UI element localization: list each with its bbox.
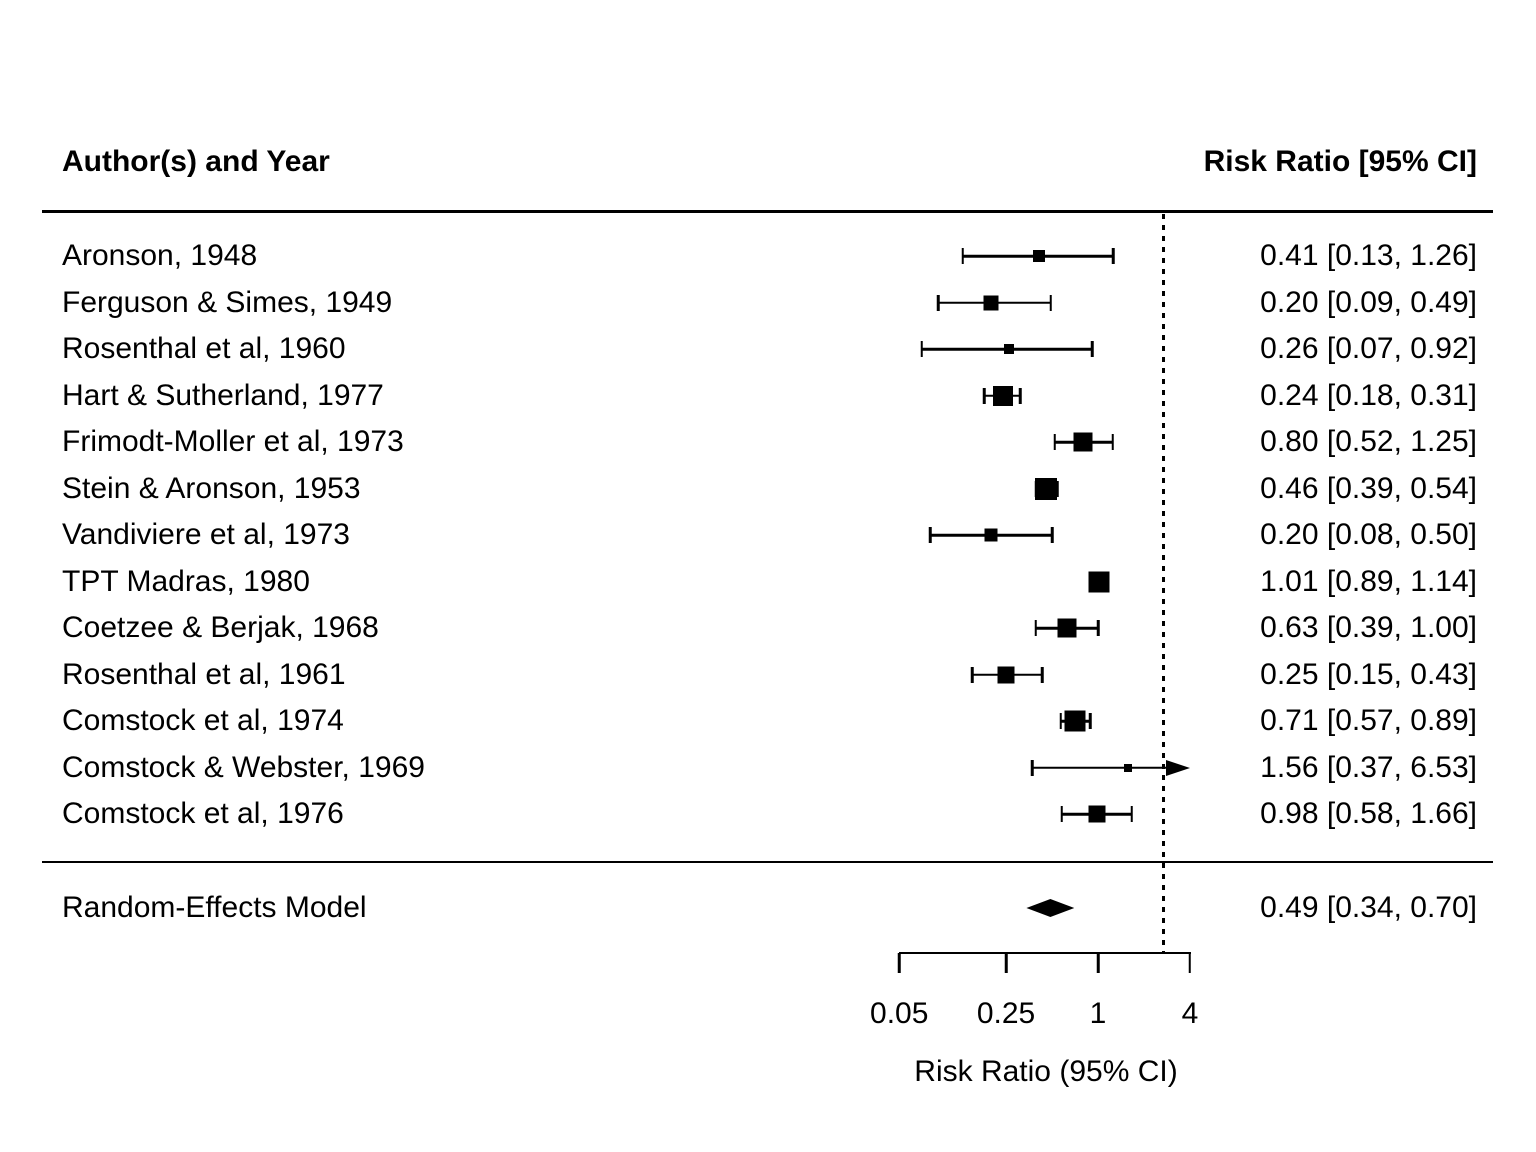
summary-row-label: Random-Effects Model [62, 891, 367, 924]
x-axis-title: Risk Ratio (95% CI) [914, 1055, 1178, 1088]
axis-tick-label: 4 [1181, 997, 1199, 1030]
study-row-label: Frimodt-Moller et al, 1973 [62, 425, 404, 458]
ci-cap-right [1096, 620, 1100, 636]
ci-cap-left [961, 248, 964, 264]
ci-cap-left [936, 294, 940, 311]
header-divider [42, 210, 1493, 213]
study-row-label: Hart & Sutherland, 1977 [62, 378, 384, 412]
study-row-value: 0.71 [0.57, 0.89] [1260, 704, 1477, 737]
study-row-value: 0.26 [0.07, 0.92] [1260, 332, 1477, 365]
effect-square [1073, 432, 1093, 452]
study-row-label: Rosenthal et al, 1961 [62, 657, 346, 691]
x-axis-line [899, 951, 1191, 954]
study-row-label: TPT Madras, 1980 [62, 564, 310, 598]
study-row-value: 0.80 [0.52, 1.25] [1260, 425, 1477, 458]
study-row-label: Vandiviere et al, 1973 [62, 518, 350, 551]
ci-cap-left [970, 666, 974, 683]
study-row-value: 1.01 [0.89, 1.14] [1260, 564, 1477, 598]
study-row-value: 0.46 [0.39, 0.54] [1260, 471, 1477, 505]
study-row-value: 0.24 [0.18, 0.31] [1260, 378, 1477, 412]
column-header-risk-ratio: Risk Ratio [95% CI] [1203, 145, 1477, 178]
axis-tick-label: 0.05 [870, 997, 929, 1030]
effect-square [1123, 763, 1132, 772]
ci-cap-left [920, 341, 923, 357]
reference-line [1161, 214, 1165, 953]
study-row-label: Coetzee & Berjak, 1968 [62, 611, 379, 644]
study-row-label: Comstock et al, 1974 [62, 704, 344, 737]
ci-cap-left [1034, 620, 1037, 636]
study-row-value: 1.56 [0.37, 6.53] [1260, 750, 1477, 784]
ci-cap-right [1019, 387, 1022, 404]
ci-line [1032, 766, 1176, 769]
ci-cap-right [1112, 248, 1115, 264]
ci-cap-left [1059, 713, 1062, 729]
effect-square [1064, 710, 1086, 732]
axis-tick-label: 1 [1089, 997, 1107, 1030]
axis-tick-label: 0.25 [976, 997, 1036, 1030]
summary-divider [42, 860, 1493, 863]
study-row-value: 0.20 [0.09, 0.49] [1260, 285, 1477, 319]
study-row-label: Ferguson & Simes, 1949 [62, 285, 393, 319]
ci-cap-right [1040, 666, 1044, 683]
study-row-label: Comstock & Webster, 1969 [62, 750, 425, 784]
study-row-label: Stein & Aronson, 1953 [62, 471, 361, 505]
ci-cap-left [1060, 806, 1064, 822]
study-row-value: 0.25 [0.15, 0.43] [1260, 657, 1477, 691]
column-header-authors: Author(s) and Year [62, 145, 330, 178]
ci-cap-right [1130, 806, 1133, 822]
axis-tick [1004, 953, 1008, 973]
ci-cap-right [1089, 713, 1092, 729]
effect-square [1032, 250, 1045, 262]
ci-cap-left [982, 387, 986, 404]
study-row-value: 0.20 [0.08, 0.50] [1260, 518, 1477, 551]
study-row-value: 0.63 [0.39, 1.00] [1260, 611, 1477, 644]
summary-row-value: 0.49 [0.34, 0.70] [1260, 891, 1477, 924]
study-row-label: Aronson, 1948 [62, 239, 258, 272]
axis-tick [1188, 953, 1192, 973]
summary-diamond [1026, 899, 1075, 917]
ci-cap-left [1030, 759, 1034, 776]
study-row-label: Rosenthal et al, 1960 [62, 332, 346, 365]
ci-cap-left [929, 527, 932, 543]
axis-tick [897, 953, 901, 973]
effect-square [1088, 571, 1110, 592]
effect-square [1003, 344, 1014, 354]
effect-square [983, 295, 999, 310]
axis-tick [1096, 953, 1100, 973]
effect-square [993, 385, 1014, 406]
ci-cap-right [1091, 341, 1094, 357]
effect-square [984, 528, 998, 542]
study-row-value: 0.98 [0.58, 1.66] [1260, 797, 1477, 830]
ci-cap-right [1111, 434, 1115, 450]
effect-square [997, 666, 1015, 683]
ci-cap-right [1050, 527, 1054, 543]
ci-arrow [1166, 759, 1190, 776]
effect-square [1088, 805, 1106, 823]
study-row-label: Comstock et al, 1976 [62, 797, 344, 830]
effect-square [1035, 477, 1058, 500]
ci-cap-left [1053, 434, 1056, 450]
effect-square [1057, 618, 1077, 638]
study-row-value: 0.41 [0.13, 1.26] [1260, 239, 1477, 272]
ci-cap-right [1049, 294, 1052, 311]
